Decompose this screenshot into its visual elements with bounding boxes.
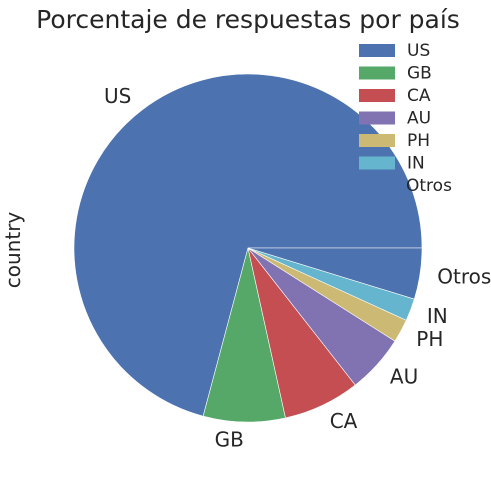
legend-swatch-gb [359,67,395,80]
y-axis-label: country [1,212,25,289]
legend-label-au: AU [407,109,431,129]
slice-label-in: IN [427,304,448,328]
legend-swatch-in [359,157,395,170]
legend-swatch-ph [359,134,395,147]
pie-slices [74,74,422,422]
slice-label-us: US [104,84,131,108]
legend-swatch-au [359,112,395,125]
legend-label-ph: PH [407,131,430,151]
legend-swatch-us [359,44,395,57]
legend-swatch-ca [359,89,395,102]
slice-label-otros: Otros [437,264,491,288]
slice-label-ca: CA [330,409,358,433]
legend-label-gb: GB [407,64,432,84]
legend-label-in: IN [407,154,425,174]
slice-label-ph: PH [416,327,443,351]
legend-label-otros: Otros [406,176,452,196]
legend-label-us: US [407,41,430,61]
chart-title: Porcentaje de respuestas por país [36,5,460,34]
slice-label-gb: GB [215,427,244,451]
slice-label-au: AU [390,365,418,389]
legend-label-ca: CA [407,86,431,106]
